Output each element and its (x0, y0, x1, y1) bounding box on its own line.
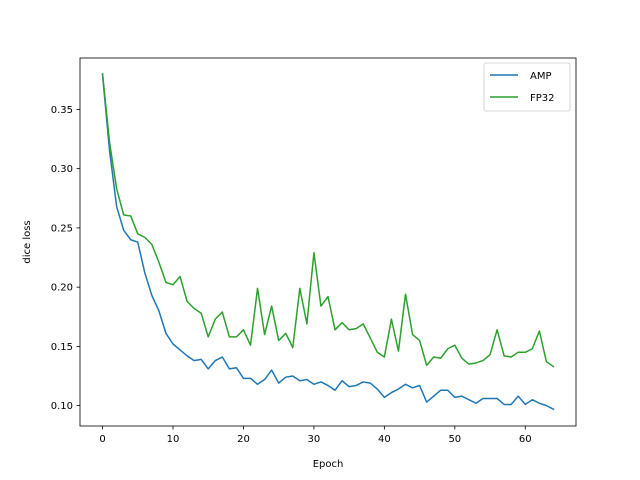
y-tick-label: 0.30 (51, 164, 73, 175)
legend: AMP FP32 (483, 62, 571, 112)
x-tick-label: 60 (519, 434, 532, 445)
y-axis-label: dice loss (22, 220, 33, 263)
x-axis-label: Epoch (313, 459, 344, 470)
plot-area-frame (79, 57, 577, 427)
x-tick-label: 30 (308, 434, 321, 445)
legend-label-amp: AMP (530, 71, 552, 82)
y-axis-ticks: 0.10 0.15 0.20 0.25 0.30 0.35 (51, 105, 80, 412)
legend-box (483, 62, 571, 112)
x-tick-label: 40 (378, 434, 391, 445)
y-tick-label: 0.35 (51, 105, 73, 116)
y-tick-label: 0.25 (51, 223, 73, 234)
x-tick-label: 50 (448, 434, 461, 445)
series-line-fp32 (101, 73, 555, 368)
legend-label-fp32: FP32 (530, 93, 555, 104)
series-layer (101, 73, 555, 411)
y-tick-label: 0.20 (51, 283, 73, 294)
series-line-amp (101, 74, 555, 411)
y-tick-label: 0.10 (51, 401, 73, 412)
x-tick-label: 0 (99, 434, 105, 445)
x-axis-ticks: 0 10 20 30 40 50 60 (99, 426, 532, 445)
y-tick-label: 0.15 (51, 342, 73, 353)
x-tick-label: 20 (237, 434, 250, 445)
x-tick-label: 10 (167, 434, 180, 445)
